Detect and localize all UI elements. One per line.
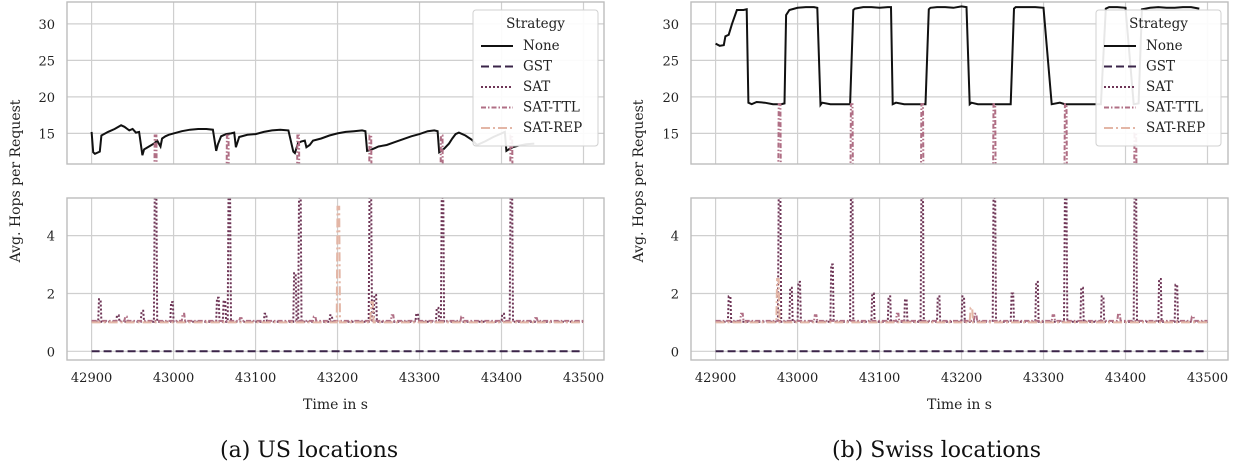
x-tick-label: 43000 <box>777 371 818 386</box>
legend-box <box>472 9 599 147</box>
caption-us: (a) US locations <box>220 438 399 463</box>
x-tick-label: 43500 <box>563 371 604 386</box>
panel-bottom: 0 2 4 42900 43000 43100 43200 43300 43400 43500 <box>47 197 605 386</box>
legend-label-none: None <box>1146 38 1183 54</box>
legend-label-gst: GST <box>1146 59 1175 75</box>
panel-frame <box>66 1 605 165</box>
y-axis-label: Avg. Hops per Request <box>631 99 647 263</box>
series-sat-rep-line <box>715 278 1208 324</box>
y-tick-label: 30 <box>38 18 55 33</box>
legend-label-sat-rep: SAT-REP <box>1146 120 1205 136</box>
y-tick-label: 15 <box>662 127 679 142</box>
x-tick-label: 43200 <box>317 371 358 386</box>
x-axis-label: Time in s <box>303 397 368 413</box>
y-tick-label: 2 <box>47 287 55 302</box>
panel-frame <box>690 1 1229 165</box>
y-tick-label: 20 <box>662 91 679 106</box>
legend: Strategy None GST SAT SAT-TTL SAT-REP <box>1095 9 1222 147</box>
series-sat-ttl-line <box>91 312 584 322</box>
y-tick-label: 4 <box>47 230 55 245</box>
y-tick-label: 4 <box>671 230 679 245</box>
legend-label-none: None <box>523 38 560 54</box>
x-tick-label: 42900 <box>71 371 112 386</box>
legend-label-sat-rep: SAT-REP <box>523 120 582 136</box>
panel-frame <box>690 197 1229 361</box>
x-tick-label: 43100 <box>859 371 900 386</box>
series-none-line <box>90 124 535 156</box>
chart-1: 15 20 25 30 0 2 4 42900 43000 43100 43200 43300 4340… <box>631 1 1229 413</box>
x-tick-label: 43300 <box>1023 371 1064 386</box>
series-sat-line <box>715 198 1208 323</box>
legend-title: Strategy <box>1129 16 1188 32</box>
x-tick-label: 43400 <box>481 371 522 386</box>
y-tick-label: 30 <box>662 18 679 33</box>
panel-bottom: 0 2 4 42900 43000 43100 43200 43300 43400 43500 <box>671 197 1229 386</box>
legend: Strategy None GST SAT SAT-TTL SAT-REP <box>472 9 599 147</box>
legend-box <box>1095 9 1222 147</box>
y-tick-label: 15 <box>38 127 55 142</box>
y-tick-label: 0 <box>47 345 55 360</box>
y-tick-label: 2 <box>671 287 679 302</box>
x-tick-label: 43300 <box>399 371 440 386</box>
series-group <box>715 198 1208 353</box>
x-tick-label: 43400 <box>1105 371 1146 386</box>
legend-label-gst: GST <box>523 59 552 75</box>
legend-label-sat: SAT <box>1146 79 1173 95</box>
x-tick-label: 43200 <box>941 371 982 386</box>
y-tick-label: 20 <box>38 91 55 106</box>
series-sat-rep-line <box>91 205 584 324</box>
y-tick-label: 0 <box>671 345 679 360</box>
y-tick-label: 25 <box>38 54 55 69</box>
x-axis-label: Time in s <box>927 397 992 413</box>
panel-frame <box>66 197 605 361</box>
chart-0: 15 20 25 30 0 2 4 42900 43000 43100 43200 43300 4340… <box>8 1 605 413</box>
y-tick-label: 25 <box>662 54 679 69</box>
legend-label-sat: SAT <box>523 79 550 95</box>
y-axis-label: Avg. Hops per Request <box>8 99 24 263</box>
series-group <box>90 124 535 164</box>
series-sat-ttl-line <box>715 312 1208 322</box>
x-tick-label: 43500 <box>1187 371 1228 386</box>
legend-label-sat-ttl: SAT-TTL <box>1146 100 1203 116</box>
legend-title: Strategy <box>506 16 565 32</box>
x-tick-label: 43100 <box>235 371 276 386</box>
x-tick-label: 43000 <box>153 371 194 386</box>
caption-swiss: (b) Swiss locations <box>832 438 1042 463</box>
x-tick-label: 42900 <box>695 371 736 386</box>
series-group <box>91 198 584 353</box>
legend-label-sat-ttl: SAT-TTL <box>523 100 580 116</box>
